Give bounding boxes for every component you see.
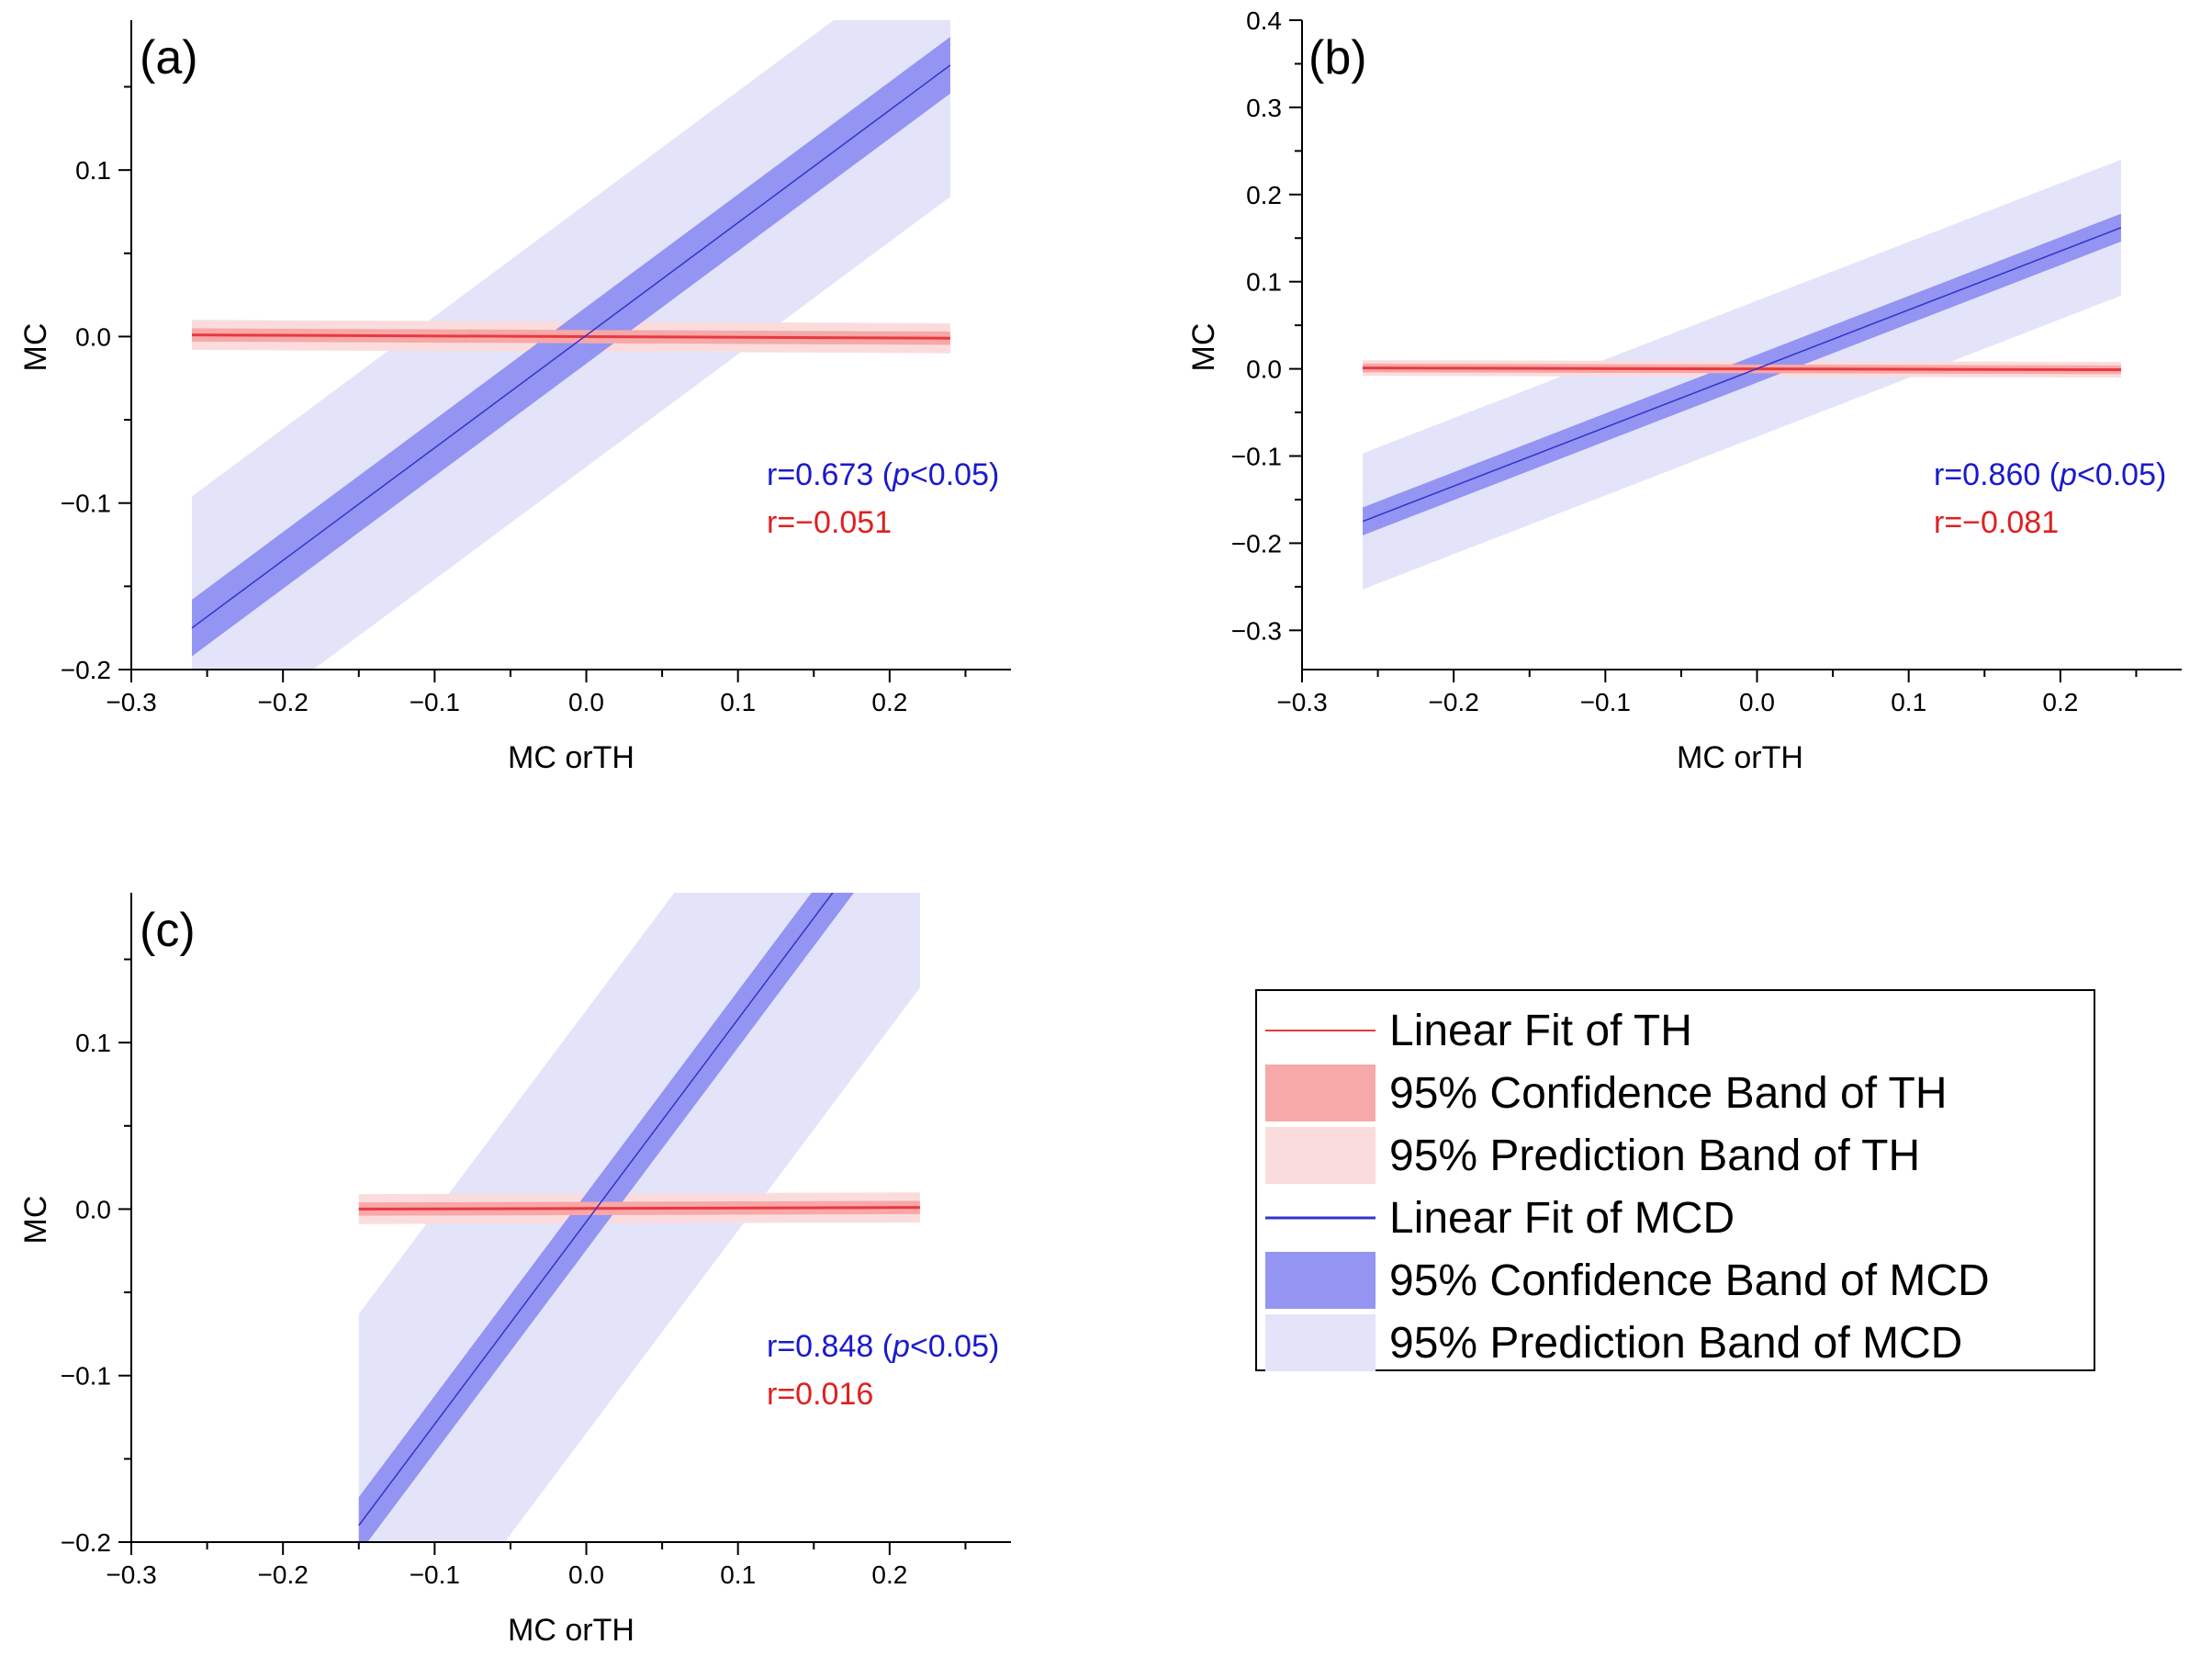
mcd-fit-line [358,893,834,1526]
x-tick-label: −0.1 [410,688,460,716]
x-tick-label: 0.0 [568,688,604,716]
y-tick-label: −0.2 [1231,529,1282,558]
legend-swatch [1265,1252,1375,1309]
legend-label: 95% Confidence Band of TH [1389,1069,1948,1118]
x-tick-label: −0.1 [1580,688,1631,716]
x-tick-label: 0.1 [1891,688,1926,716]
legend-swatch [1265,1127,1375,1184]
x-tick-label: −0.3 [1276,688,1327,716]
y-tick-label: −0.1 [1231,442,1282,470]
y-tick-label: 0.0 [1246,355,1282,384]
y-tick-label: 0.1 [1246,268,1282,297]
y-tick-label: −0.3 [1231,616,1282,645]
legend-label: Linear Fit of TH [1389,1007,1692,1055]
mcd-prediction-band [192,20,950,670]
legend-swatch [1265,1065,1375,1121]
legend-swatch [1265,1314,1375,1371]
mcd-prediction-band [358,893,920,1542]
y-axis-label: MC [18,323,53,372]
legend-label: 95% Confidence Band of MCD [1389,1256,1990,1305]
x-tick-label: 0.2 [2042,688,2078,716]
legend-label: 95% Prediction Band of MCD [1389,1319,1962,1368]
y-tick-label: 0.1 [75,1029,111,1057]
y-tick-label: −0.2 [61,1528,111,1557]
y-tick-label: 0.0 [75,322,111,351]
x-tick-label: 0.0 [568,1560,604,1589]
x-tick-label: −0.2 [1429,688,1479,716]
x-axis-label: MC orTH [508,740,634,775]
panel-a: −0.3 −0.2 −0.1 0.0 0.1 0.2−0.2−0.10.00.1 (a) … [18,20,1011,775]
x-tick-label: 0.2 [871,688,907,716]
legend-label: 95% Prediction Band of TH [1389,1132,1920,1180]
y-tick-label: 0.0 [75,1195,111,1223]
x-tick-label: −0.2 [258,688,309,716]
x-tick-label: 0.0 [1739,688,1775,716]
panel-label: (c) [140,904,196,957]
r-mcd-annotation: r=0.848 (p<0.05) [767,1329,999,1364]
y-tick-label: −0.2 [61,656,111,684]
r-mcd-annotation: r=0.673 (p<0.05) [767,457,999,492]
panel-b: −0.3 −0.2 −0.1 0.0 0.1 0.2 −0.3 −0.2 −0.1 0.0 0.1 0… [1186,6,2182,775]
mcd-fit-line [191,64,951,629]
y-tick-label: 0.2 [1246,181,1282,209]
x-tick-label: 0.2 [871,1560,907,1589]
x-axis-label: MC orTH [508,1613,634,1648]
y-tick-label: −0.1 [61,490,111,518]
r-mcd-annotation: r=0.860 (p<0.05) [1934,457,2166,492]
panel-label: (b) [1308,31,1367,84]
x-tick-label: −0.1 [410,1560,460,1589]
y-axis-label: MC [18,1196,53,1245]
r-th-annotation: r=−0.051 [767,505,892,540]
x-tick-label: −0.3 [106,1560,156,1589]
panel-c: −0.3 −0.2 −0.1 0.0 0.1 0.2−0.2−0.10.00.1 (c) … [18,893,1011,1648]
legend-frame [1255,989,2095,1371]
x-tick-label: 0.1 [720,1560,756,1589]
mcd-confidence-band [358,893,854,1542]
r-th-annotation: r=0.016 [767,1377,873,1412]
x-tick-label: 0.1 [720,688,756,716]
x-tick-label: −0.3 [106,688,156,716]
legend-label: Linear Fit of MCD [1389,1194,1735,1243]
legend: Linear Fit of TH 95% Confidence Band of T… [1255,989,2095,1371]
th-fit-line [1363,366,2121,372]
x-tick-label: −0.2 [258,1560,309,1589]
panel-label: (a) [140,31,198,84]
y-tick-label: 0.1 [75,156,111,185]
y-tick-label: 0.4 [1246,6,1282,35]
r-th-annotation: r=−0.081 [1934,505,2059,540]
y-axis-label: MC [1186,323,1221,372]
mcd-fit-line [1362,227,2122,523]
y-tick-label: 0.3 [1246,94,1282,122]
th-fit-line [192,333,950,340]
th-fit-line [358,1206,920,1211]
y-tick-label: −0.1 [61,1362,111,1391]
x-axis-label: MC orTH [1677,740,1803,775]
